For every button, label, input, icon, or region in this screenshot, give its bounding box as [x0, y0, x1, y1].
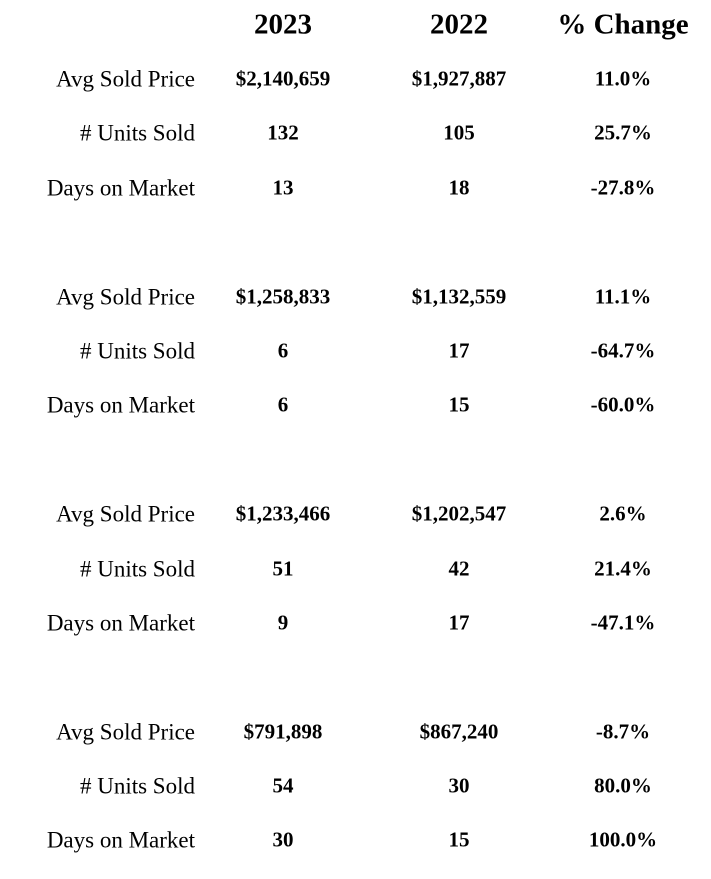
row-label: Days on Market — [46, 827, 195, 853]
cell-value: 21.4% — [594, 556, 652, 580]
cell-value: $791,898 — [243, 719, 323, 744]
cell-value: 132 — [267, 120, 299, 145]
row-label: # Units Sold — [79, 120, 195, 146]
cell-value: 6 — [277, 392, 289, 417]
cell-value: 25.7% — [594, 120, 652, 145]
cell-value: $1,927,887 — [411, 66, 507, 91]
cell-value: $1,132,559 — [411, 284, 507, 309]
cell-value: 2.6% — [599, 501, 647, 526]
row-label: Avg Sold Price — [56, 719, 195, 745]
column-header: 2022 — [430, 8, 488, 41]
cell-value: 6 — [277, 338, 289, 363]
row-label: Avg Sold Price — [56, 284, 195, 310]
cell-value: -47.1% — [590, 610, 656, 635]
cell-value: -8.7% — [595, 719, 651, 744]
cell-value: 42 — [448, 556, 470, 580]
cell-value: $1,233,466 — [235, 501, 331, 526]
cell-value: 11.0% — [594, 66, 652, 91]
cell-value: 17 — [448, 338, 470, 363]
cell-value: $1,258,833 — [235, 284, 331, 309]
column-header: 2023 — [254, 8, 312, 41]
row-label: Avg Sold Price — [56, 66, 195, 92]
cell-value: $2,140,659 — [235, 66, 331, 91]
cell-value: $867,240 — [419, 719, 499, 744]
cell-value: 100.0% — [588, 827, 658, 852]
cell-value: 17 — [448, 610, 470, 635]
cell-value: 15 — [448, 392, 470, 417]
cell-value: 80.0% — [594, 773, 652, 798]
cell-value: 9 — [277, 610, 289, 635]
cell-value: 54 — [272, 773, 294, 798]
row-label: # Units Sold — [79, 556, 195, 581]
cell-value: -64.7% — [590, 338, 656, 363]
column-header: % Change — [557, 8, 689, 41]
cell-value: -60.0% — [590, 392, 656, 417]
row-label: Days on Market — [46, 610, 195, 636]
cell-value: 11.1% — [594, 284, 652, 309]
cell-value: 13 — [272, 175, 294, 200]
row-label: # Units Sold — [79, 773, 195, 799]
cell-value: $1,202,547 — [411, 501, 507, 526]
cell-value: 30 — [448, 773, 470, 798]
cell-value: -27.8% — [590, 175, 656, 200]
cell-value: 18 — [448, 175, 470, 200]
cell-value: 51 — [272, 556, 294, 580]
row-label: Days on Market — [46, 392, 195, 418]
row-label: # Units Sold — [79, 338, 195, 364]
cell-value: 30 — [272, 827, 294, 852]
cell-value: 15 — [448, 827, 470, 852]
row-label: Avg Sold Price — [56, 501, 195, 527]
cell-value: 105 — [443, 120, 475, 145]
row-label: Days on Market — [46, 175, 195, 201]
